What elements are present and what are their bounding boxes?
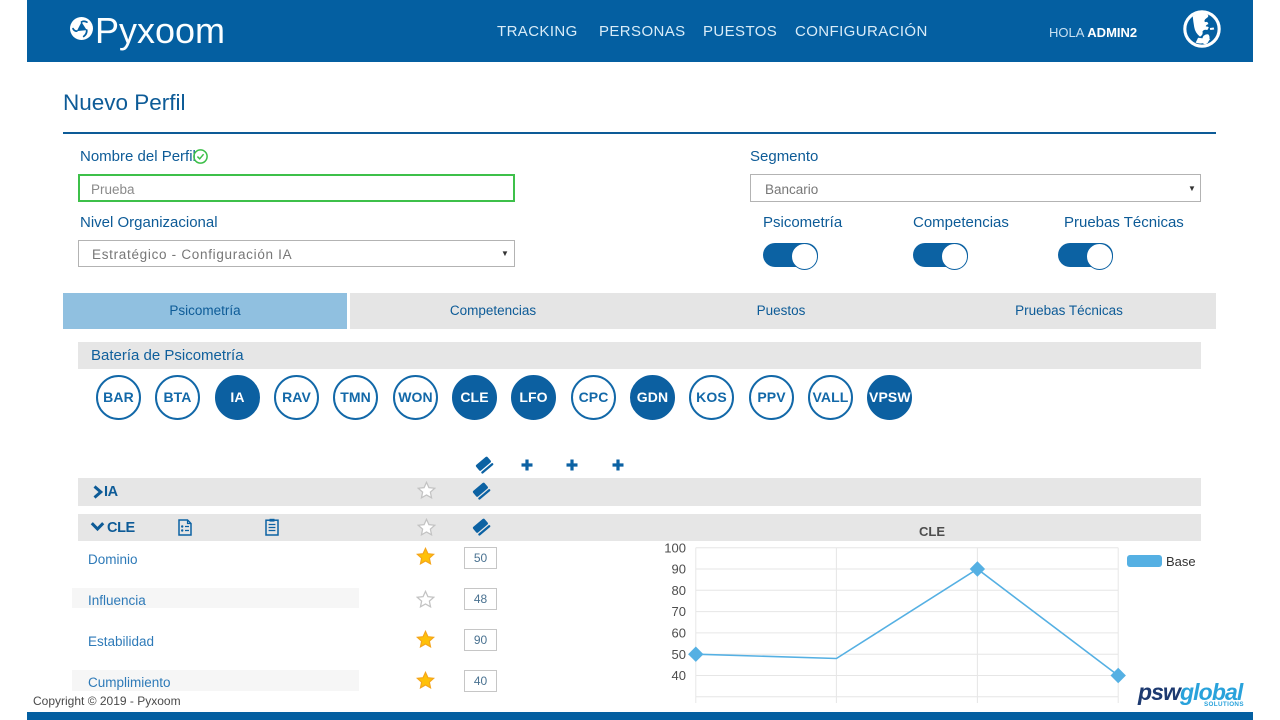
svg-text:80: 80 (672, 583, 686, 598)
svg-text:60: 60 (672, 626, 686, 641)
svg-text:50: 50 (672, 647, 686, 662)
svg-text:100: 100 (664, 540, 686, 555)
svg-text:70: 70 (672, 604, 686, 619)
svg-text:40: 40 (672, 668, 686, 683)
svg-text:90: 90 (672, 562, 686, 577)
